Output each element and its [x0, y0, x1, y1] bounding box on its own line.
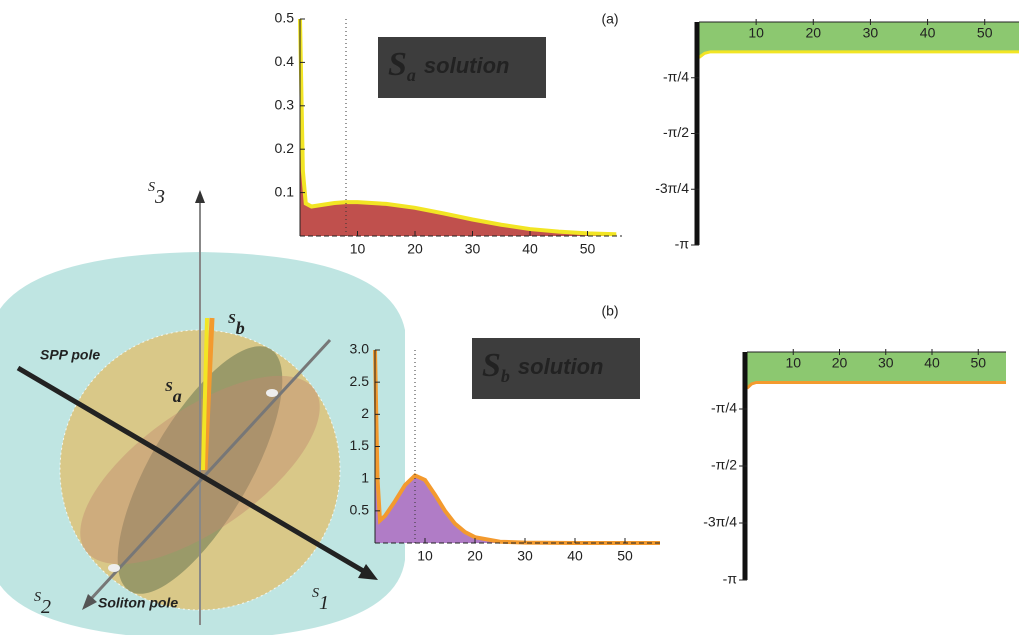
x-tick-label: 50 [970, 355, 986, 371]
x-tick-label: 40 [920, 25, 936, 41]
x-tick-label: 30 [517, 548, 533, 564]
x-tick-label: 10 [417, 548, 433, 564]
x-tick-label: 10 [785, 355, 801, 371]
poincare-sphere: S3 S2 S1 Sb Sa SPP pole Soliton pole [0, 180, 405, 635]
x-tick-label: 40 [924, 355, 940, 371]
y-tick-label: 2.5 [350, 373, 370, 389]
y-tick-label: -π/4 [663, 68, 689, 84]
y-tick-label: -3π/4 [703, 514, 737, 530]
line [747, 382, 1006, 388]
y-tick-label: -π [723, 571, 738, 587]
x-tick-label: 10 [748, 25, 764, 41]
x-tick-label: 20 [407, 241, 423, 257]
y-tick-label: 0.5 [275, 10, 295, 26]
x-tick-label: 20 [467, 548, 483, 564]
index: 2 [41, 596, 51, 618]
y-tick-label: 3.0 [350, 341, 370, 357]
x-tick-label: 30 [878, 355, 894, 371]
x-tick-label: 50 [977, 25, 993, 41]
subscript: b [501, 366, 510, 386]
index: 1 [319, 592, 329, 614]
x-tick-label: 20 [832, 355, 848, 371]
x-tick-label: 50 [580, 241, 596, 257]
pole-dot [108, 564, 120, 572]
y-tick-label: -π/4 [711, 400, 737, 416]
y-tick-label: -π [675, 236, 690, 252]
y-tick-label: -π/2 [711, 457, 737, 473]
annotation-text: solution [424, 53, 510, 78]
y-tick-label: 1.5 [350, 437, 370, 453]
y-tick-label: 0.1 [275, 183, 295, 199]
panel-label: (a) [601, 11, 618, 27]
pole-label: Soliton pole [98, 595, 178, 611]
symbol: S [34, 590, 41, 605]
y-tick-label: 0.5 [350, 502, 370, 518]
y-tick-label: 0.4 [275, 53, 295, 69]
figure: S3 S2 S1 Sb Sa SPP pole Soliton pole 102… [0, 0, 1029, 635]
y-tick-label: 0.2 [275, 140, 295, 156]
symbol: S [228, 312, 236, 327]
x-tick-label: 40 [567, 548, 583, 564]
index: b [236, 318, 245, 338]
y-tick-label: -3π/4 [655, 180, 689, 196]
x-tick-label: 50 [617, 548, 633, 564]
x-tick-label: 20 [805, 25, 821, 41]
symbol: S [148, 180, 155, 195]
y-tick-label: 1 [361, 469, 369, 485]
arrow-head [195, 190, 205, 203]
x-tick-label: 40 [522, 241, 538, 257]
symbol: S [388, 46, 407, 83]
subscript: a [407, 65, 416, 85]
index: 3 [154, 186, 165, 208]
symbol: S [312, 586, 319, 601]
annotation-text: solution [518, 354, 604, 379]
y-tick-label: 0.3 [275, 97, 295, 113]
y-tick-label: 2 [361, 405, 369, 421]
pole-dot [266, 389, 278, 397]
axis-label: S3 [148, 180, 165, 207]
panel-label: (b) [601, 303, 618, 319]
x-tick-label: 30 [465, 241, 481, 257]
index: a [173, 386, 182, 406]
y-tick-label: -π/2 [663, 124, 689, 140]
pole-label: SPP pole [40, 347, 100, 363]
symbol: S [482, 347, 501, 384]
line [699, 52, 1019, 58]
x-tick-label: 30 [863, 25, 879, 41]
symbol: S [165, 380, 173, 395]
x-tick-label: 10 [350, 241, 366, 257]
